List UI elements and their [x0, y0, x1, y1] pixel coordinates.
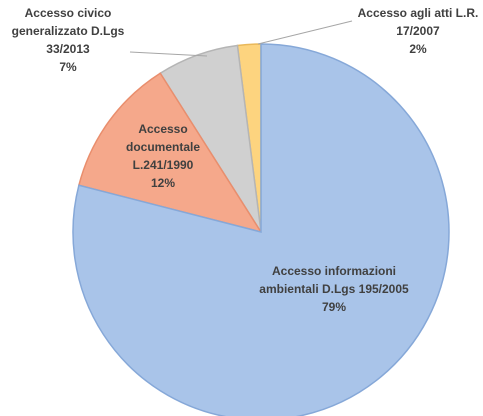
category-name: Accesso civico generalizzato D.Lgs 33/20…	[11, 6, 125, 56]
value-label: 2%	[409, 42, 427, 56]
pie-slice	[72, 43, 450, 416]
slice-label: Accesso documentale L.241/1990 12%	[123, 120, 203, 192]
leader-line	[129, 51, 208, 57]
value-label: 79%	[321, 300, 347, 314]
slice-label: Accesso agli atti L.R. 17/2007 2%	[348, 4, 483, 58]
category-name: Accesso agli atti L.R. 17/2007	[357, 6, 479, 38]
category-name: Accesso informazioni ambientali D.Lgs 19…	[259, 264, 409, 296]
leader-line	[257, 20, 353, 45]
slice-label: Accesso civico generalizzato D.Lgs 33/20…	[2, 4, 134, 76]
value-label: 12%	[150, 176, 176, 190]
pie-slice	[77, 72, 263, 234]
value-label: 7%	[59, 60, 77, 74]
category-name: Accesso documentale L.241/1990	[125, 122, 200, 172]
slice-label: Accesso informazioni ambientali D.Lgs 19…	[259, 262, 409, 316]
